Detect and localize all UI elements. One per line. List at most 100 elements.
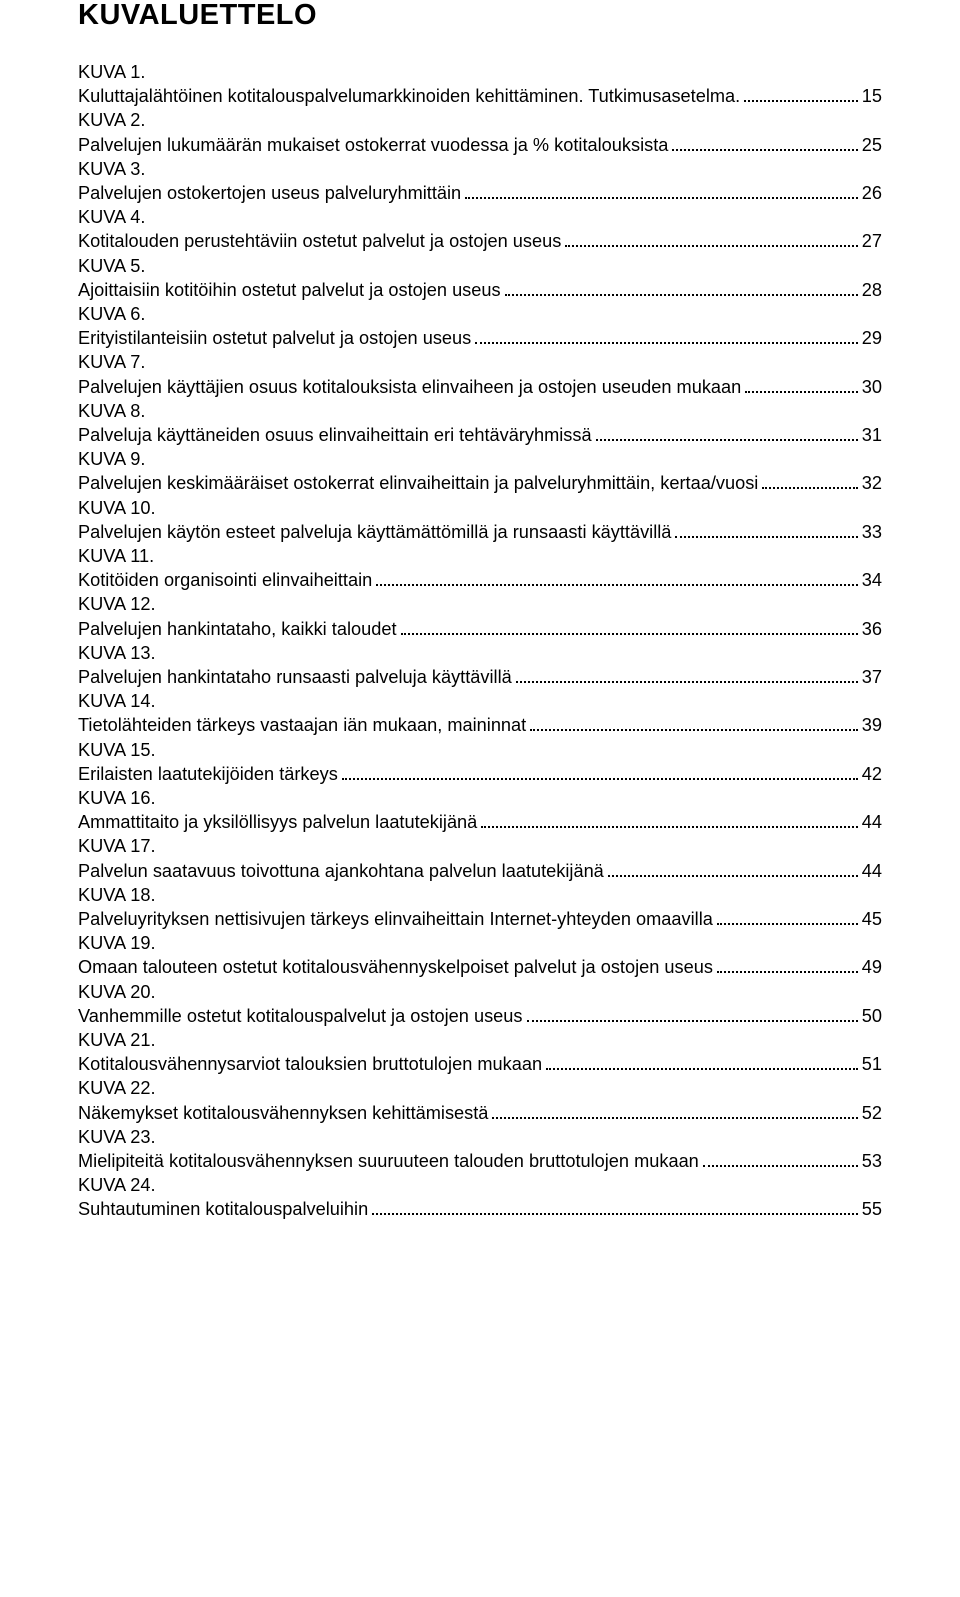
toc-entry: KUVA 13.Palvelujen hankintataho runsaast… xyxy=(78,641,882,689)
entry-label: KUVA 8. xyxy=(78,399,882,423)
dot-leader xyxy=(675,526,857,538)
entry-row: Palvelujen käytön esteet palveluja käytt… xyxy=(78,520,882,544)
toc-entry: KUVA 15.Erilaisten laatutekijöiden tärke… xyxy=(78,738,882,786)
entry-label: KUVA 10. xyxy=(78,496,882,520)
dot-leader xyxy=(505,284,858,296)
entry-description: Erityistilanteisiin ostetut palvelut ja … xyxy=(78,326,471,350)
entry-row: Palvelujen käyttäjien osuus kotitalouksi… xyxy=(78,375,882,399)
entry-description: Palvelujen lukumäärän mukaiset ostokerra… xyxy=(78,133,668,157)
entry-row: Vanhemmille ostetut kotitalouspalvelut j… xyxy=(78,1004,882,1028)
entry-description: Suhtautuminen kotitalouspalveluihin xyxy=(78,1197,368,1221)
dot-leader xyxy=(372,1203,858,1215)
entry-label: KUVA 14. xyxy=(78,689,882,713)
entry-row: Omaan talouteen ostetut kotitalousvähenn… xyxy=(78,955,882,979)
toc-entry: KUVA 11.Kotitöiden organisointi elinvaih… xyxy=(78,544,882,592)
entry-page-number: 30 xyxy=(862,375,882,399)
toc-entry: KUVA 5.Ajoittaisiin kotitöihin ostetut p… xyxy=(78,254,882,302)
toc-entry: KUVA 6.Erityistilanteisiin ostetut palve… xyxy=(78,302,882,350)
entry-label: KUVA 9. xyxy=(78,447,882,471)
entry-label: KUVA 11. xyxy=(78,544,882,568)
entry-row: Erilaisten laatutekijöiden tärkeys42 xyxy=(78,762,882,786)
entry-row: Mielipiteitä kotitalousvähennyksen suuru… xyxy=(78,1149,882,1173)
dot-leader xyxy=(596,429,858,441)
dot-leader xyxy=(481,816,857,828)
entry-description: Mielipiteitä kotitalousvähennyksen suuru… xyxy=(78,1149,699,1173)
dot-leader xyxy=(672,139,857,151)
entry-description: Kotitalouden perustehtäviin ostetut palv… xyxy=(78,229,561,253)
entry-page-number: 29 xyxy=(862,326,882,350)
entry-description: Palvelun saatavuus toivottuna ajankohtan… xyxy=(78,859,604,883)
entry-page-number: 26 xyxy=(862,181,882,205)
toc-entry: KUVA 9.Palvelujen keskimääräiset ostoker… xyxy=(78,447,882,495)
dot-leader xyxy=(717,913,858,925)
entry-page-number: 44 xyxy=(862,810,882,834)
entry-row: Ammattitaito ja yksilöllisyys palvelun l… xyxy=(78,810,882,834)
entry-description: Ammattitaito ja yksilöllisyys palvelun l… xyxy=(78,810,477,834)
entry-row: Kuluttajalähtöinen kotitalouspalvelumark… xyxy=(78,84,882,108)
toc-entry: KUVA 21.Kotitalousvähennysarviot talouks… xyxy=(78,1028,882,1076)
entry-page-number: 45 xyxy=(862,907,882,931)
entry-page-number: 27 xyxy=(862,229,882,253)
dot-leader xyxy=(717,961,858,973)
entry-page-number: 53 xyxy=(862,1149,882,1173)
dot-leader xyxy=(608,865,858,877)
entry-page-number: 49 xyxy=(862,955,882,979)
entry-description: Tietolähteiden tärkeys vastaajan iän muk… xyxy=(78,713,526,737)
entry-page-number: 37 xyxy=(862,665,882,689)
entry-row: Ajoittaisiin kotitöihin ostetut palvelut… xyxy=(78,278,882,302)
entry-page-number: 44 xyxy=(862,859,882,883)
toc-entry: KUVA 17.Palvelun saatavuus toivottuna aj… xyxy=(78,834,882,882)
toc-entry: KUVA 12.Palvelujen hankintataho, kaikki … xyxy=(78,592,882,640)
entry-row: Palveluyrityksen nettisivujen tärkeys el… xyxy=(78,907,882,931)
entry-label: KUVA 21. xyxy=(78,1028,882,1052)
entry-label: KUVA 1. xyxy=(78,60,882,84)
entry-label: KUVA 20. xyxy=(78,980,882,1004)
entry-label: KUVA 22. xyxy=(78,1076,882,1100)
entry-description: Palvelujen hankintataho runsaasti palvel… xyxy=(78,665,512,689)
entry-description: Palveluyrityksen nettisivujen tärkeys el… xyxy=(78,907,713,931)
entry-description: Palveluja käyttäneiden osuus elinvaiheit… xyxy=(78,423,592,447)
entry-label: KUVA 15. xyxy=(78,738,882,762)
toc-entry: KUVA 2.Palvelujen lukumäärän mukaiset os… xyxy=(78,108,882,156)
toc-entry: KUVA 23.Mielipiteitä kotitalousvähennyks… xyxy=(78,1125,882,1173)
entry-row: Erityistilanteisiin ostetut palvelut ja … xyxy=(78,326,882,350)
toc-entry: KUVA 7.Palvelujen käyttäjien osuus kotit… xyxy=(78,350,882,398)
entry-description: Näkemykset kotitalousvähennyksen kehittä… xyxy=(78,1101,488,1125)
entry-label: KUVA 17. xyxy=(78,834,882,858)
entry-description: Omaan talouteen ostetut kotitalousvähenn… xyxy=(78,955,713,979)
entry-label: KUVA 16. xyxy=(78,786,882,810)
page-title: KUVALUETTELO xyxy=(78,0,882,32)
entry-page-number: 51 xyxy=(862,1052,882,1076)
entry-description: Vanhemmille ostetut kotitalouspalvelut j… xyxy=(78,1004,523,1028)
entry-description: Palvelujen käytön esteet palveluja käytt… xyxy=(78,520,671,544)
figure-list: KUVA 1.Kuluttajalähtöinen kotitalouspalv… xyxy=(78,60,882,1222)
dot-leader xyxy=(703,1155,858,1167)
entry-label: KUVA 4. xyxy=(78,205,882,229)
toc-entry: KUVA 14.Tietolähteiden tärkeys vastaajan… xyxy=(78,689,882,737)
dot-leader xyxy=(530,719,858,731)
dot-leader xyxy=(376,574,858,586)
dot-leader xyxy=(516,671,858,683)
entry-description: Palvelujen ostokertojen useus palveluryh… xyxy=(78,181,461,205)
entry-row: Tietolähteiden tärkeys vastaajan iän muk… xyxy=(78,713,882,737)
toc-entry: KUVA 8.Palveluja käyttäneiden osuus elin… xyxy=(78,399,882,447)
entry-description: Palvelujen käyttäjien osuus kotitalouksi… xyxy=(78,375,741,399)
toc-entry: KUVA 16.Ammattitaito ja yksilöllisyys pa… xyxy=(78,786,882,834)
entry-description: Ajoittaisiin kotitöihin ostetut palvelut… xyxy=(78,278,501,302)
entry-page-number: 25 xyxy=(862,133,882,157)
entry-page-number: 55 xyxy=(862,1197,882,1221)
dot-leader xyxy=(527,1010,858,1022)
entry-page-number: 15 xyxy=(862,84,882,108)
entry-description: Kotitöiden organisointi elinvaiheittain xyxy=(78,568,372,592)
entry-page-number: 28 xyxy=(862,278,882,302)
toc-entry: KUVA 19.Omaan talouteen ostetut kotitalo… xyxy=(78,931,882,979)
dot-leader xyxy=(565,235,857,247)
entry-description: Kotitalousvähennysarviot talouksien brut… xyxy=(78,1052,542,1076)
dot-leader xyxy=(401,623,858,635)
toc-entry: KUVA 1.Kuluttajalähtöinen kotitalouspalv… xyxy=(78,60,882,108)
dot-leader xyxy=(465,187,858,199)
toc-entry: KUVA 22.Näkemykset kotitalousvähennyksen… xyxy=(78,1076,882,1124)
entry-label: KUVA 7. xyxy=(78,350,882,374)
dot-leader xyxy=(744,90,858,102)
entry-row: Suhtautuminen kotitalouspalveluihin 55 xyxy=(78,1197,882,1221)
